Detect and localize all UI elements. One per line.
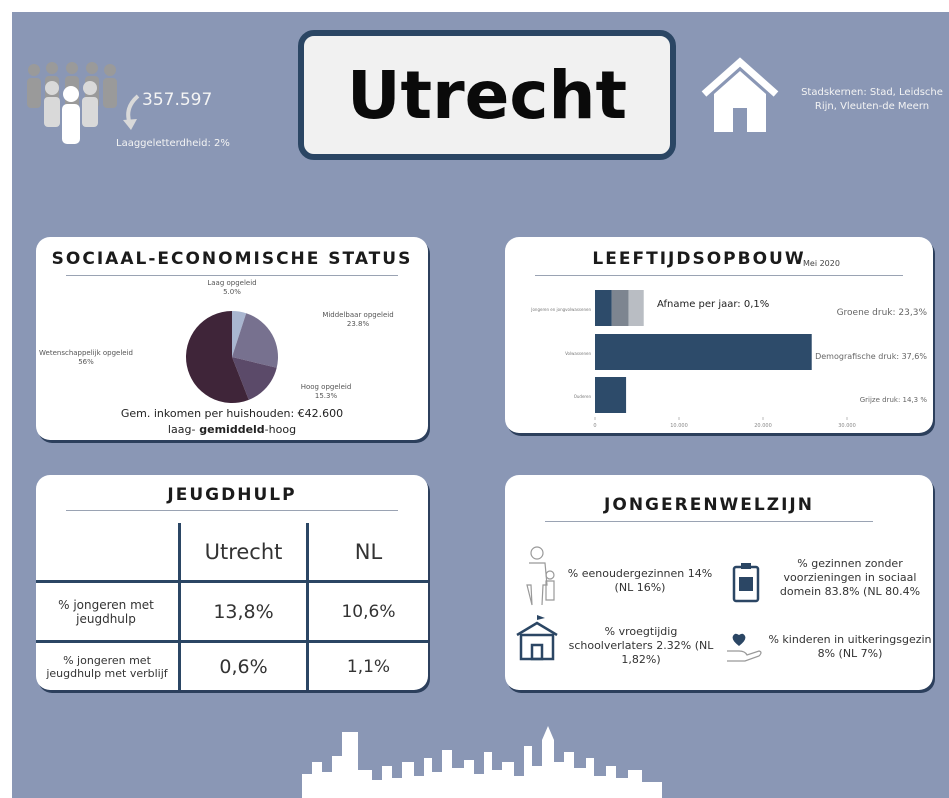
card-title: JEUGDHULP [36,485,428,505]
annotation: Demografische druk: 37,6% [815,352,927,361]
cell-value: 13,8% [181,583,306,640]
x-tick-label: 20.000 [754,423,772,429]
cell-value: 0,6% [181,643,306,690]
divider [545,521,873,522]
scale-high: -hoog [265,423,296,436]
slice-label: Laag opgeleid [207,279,256,287]
bar [595,334,812,370]
welzijn-card: JONGERENWELZIJN % eenoudergezinnen 14% (… [505,475,933,690]
x-tick-label: 0 [593,423,596,429]
bar [595,290,612,326]
arrow-icon [120,94,144,134]
infographic: 357.597 Laaggeletterdheid: 2% Utrecht St… [12,12,949,798]
row-label: % jongeren met jeugdhulp [46,583,166,640]
clipboard-icon [731,563,761,603]
annotation: Afname per jaar: 0,1% [657,299,769,310]
title-box: Utrecht [298,30,676,160]
slice-value: 56% [78,358,94,366]
scale-mid: gemiddeld [195,423,264,436]
welzijn-item: % vroegtijdig schoolverlaters 2.32% (NL … [561,625,721,667]
card-title: JONGERENWELZIJN [485,495,933,515]
bar [612,290,629,326]
family-icon [525,545,555,607]
divider [66,510,398,511]
annotation: Groene druk: 23,3% [837,308,928,318]
population: 357.597 [142,90,212,110]
income-scale: laag- gemiddeld-hoog [36,423,428,436]
slice-label: Wetenschappelijk opgeleid [39,349,133,357]
welzijn-item: % gezinnen zonder voorzieningen in socia… [769,557,931,599]
slice-label: Middelbaar opgeleid [322,311,393,319]
column-header: Utrecht [181,523,306,580]
skyline [302,722,662,798]
cell-value: 10,6% [309,583,428,640]
slice-value: 23.8% [347,320,370,328]
literacy: Laaggeletterdheid: 2% [116,138,230,149]
welzijn-item: % eenoudergezinnen 14% (NL 16%) [565,567,715,595]
slice-value: 15.3% [315,392,338,400]
cell-value: 1,1% [309,643,428,690]
jeugdhulp-card: JEUGDHULP Utrecht NL % jongeren met jeug… [36,475,428,690]
centers: Stadskernen: Stad, Leidsche Rijn, Vleute… [792,86,949,114]
bar-chart: 0 10.000 20.000 30.000 Jongeren en jongvolwa… [505,237,933,433]
house-icon [700,56,780,136]
y-tick-label: Jongeren en jongvolwassenen [530,307,591,312]
welzijn-item: % kinderen in uitkeringsgezin 8% (NL 7%) [767,633,933,661]
scale-low: laag- [168,423,196,436]
row-label: % jongeren met jeugdhulp met verblijf [36,643,178,690]
title: Utrecht [347,57,627,134]
people-icon [22,60,122,150]
bar [595,377,626,413]
y-tick-label: Volwassenen [565,351,591,356]
column-header: NL [309,523,428,580]
x-tick-label: 30.000 [838,423,856,429]
slice-label: Hoog opgeleid [301,383,352,391]
income: Gem. inkomen per huishouden: €42.600 [36,407,428,420]
slice-value: 5.0% [223,288,241,296]
annotation: Grijze druk: 14,3 % [860,396,928,404]
x-tick-label: 10.000 [670,423,688,429]
bar [629,290,644,326]
ses-card: SOCIAAL-ECONOMISCHE STATUS Laag opgeleid… [36,237,428,440]
school-icon [515,615,559,661]
y-tick-label: Ouderen [574,394,592,399]
hand-heart-icon [725,633,765,663]
